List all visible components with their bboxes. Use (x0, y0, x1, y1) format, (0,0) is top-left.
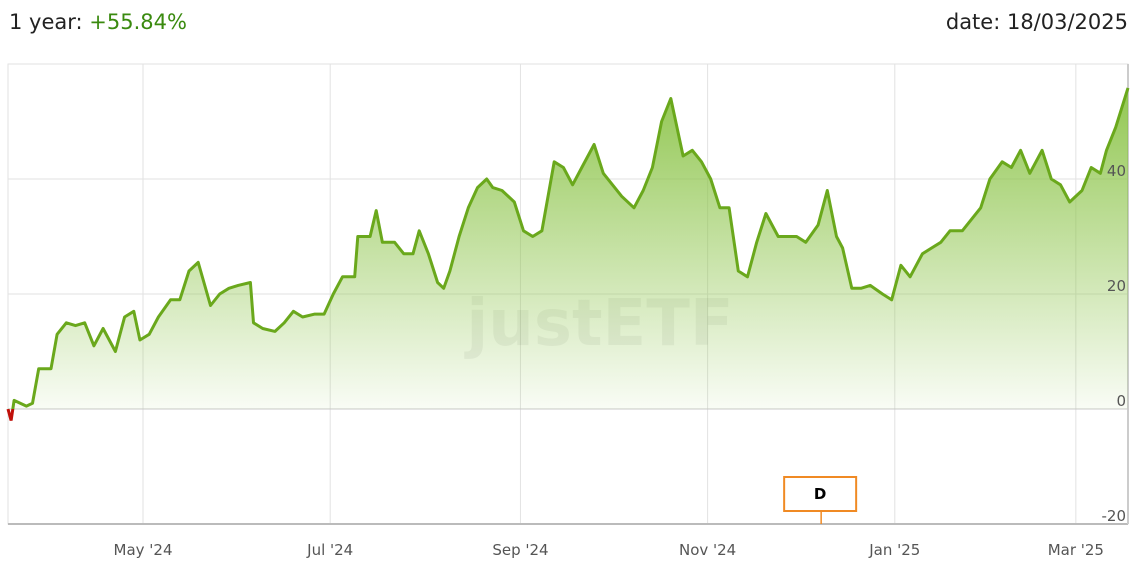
y-tick-label: 20 (1107, 277, 1126, 295)
y-tick-label: 40 (1107, 162, 1126, 180)
area-fill (8, 87, 1128, 409)
x-tick-label: Mar '25 (1048, 541, 1104, 559)
period-performance: 1 year: +55.84% (9, 10, 187, 34)
date-label: date: 18/03/2025 (945, 10, 1128, 34)
period-label: 1 year: (9, 10, 83, 34)
event-marker-label: D (814, 485, 826, 503)
event-marker-box (783, 476, 858, 512)
x-tick-label: Jul '24 (306, 541, 353, 559)
y-tick-label: 0 (1116, 392, 1126, 410)
period-value: +55.84% (89, 10, 187, 34)
x-tick-label: May '24 (114, 541, 173, 559)
series-line (8, 87, 1130, 409)
y-tick-label: -20 (1102, 507, 1127, 525)
x-tick-label: Sep '24 (492, 541, 548, 559)
x-tick-label: Nov '24 (679, 541, 736, 559)
x-tick-label: Jan '25 (868, 541, 920, 559)
